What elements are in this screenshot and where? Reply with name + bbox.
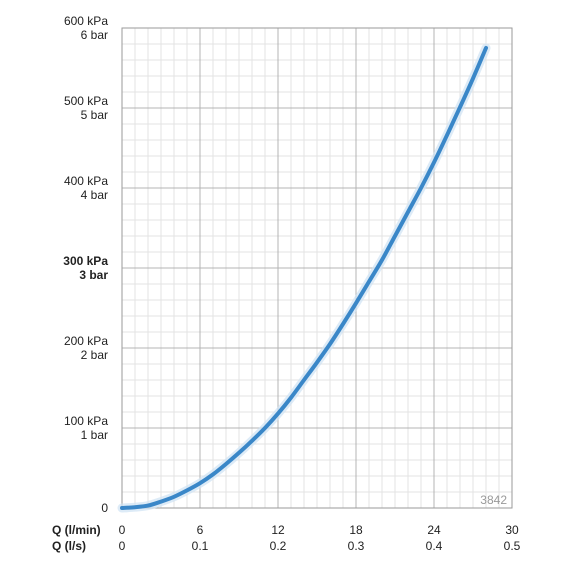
y-tick-label-bar: 3 bar	[79, 268, 108, 282]
plot-frame	[121, 27, 513, 509]
y-tick-label-kpa: 200 kPa	[64, 334, 108, 348]
x-tick-label-ls: 0.4	[426, 539, 443, 553]
x-tick-label-ls: 0.3	[348, 539, 365, 553]
x-tick-labels: 0 0 6 0.1 12 0.2 18 0.3 24 0.4 30 0.5	[119, 523, 521, 553]
y-tick-label-kpa: 400 kPa	[64, 174, 108, 188]
x-tick-label-lmin: 12	[271, 523, 285, 537]
x-tick-label-lmin: 24	[427, 523, 441, 537]
y-tick-label-bar: 1 bar	[81, 428, 108, 442]
series-line	[120, 46, 488, 510]
x-axis-label-ls: Q (l/s)	[52, 539, 86, 553]
y-tick-label-kpa: 300 kPa	[63, 254, 108, 268]
y-tick-label-kpa: 600 kPa	[64, 14, 108, 28]
x-axis-label-lmin: Q (l/min)	[52, 523, 101, 537]
y-tick-label-kpa: 500 kPa	[64, 94, 108, 108]
y-tick-label-bar: 2 bar	[81, 348, 108, 362]
curve-layer	[117, 43, 491, 513]
y-tick-label: 0	[101, 501, 108, 515]
y-tick-label-kpa: 100 kPa	[64, 414, 108, 428]
x-tick-label-lmin: 18	[349, 523, 363, 537]
x-tick-label-lmin: 30	[505, 523, 519, 537]
x-tick-label-ls: 0.1	[192, 539, 209, 553]
y-tick-label-bar: 4 bar	[81, 188, 108, 202]
major-grid	[122, 28, 512, 508]
x-tick-label-ls: 0.2	[270, 539, 287, 553]
y-tick-label-bar: 5 bar	[81, 108, 108, 122]
chart-id-annotation: 3842	[480, 493, 507, 507]
x-tick-label-ls: 0.5	[504, 539, 521, 553]
x-tick-label-lmin: 0	[119, 523, 126, 537]
y-tick-label-bar: 6 bar	[81, 28, 108, 42]
x-tick-label-lmin: 6	[197, 523, 204, 537]
x-tick-label-ls: 0	[119, 539, 126, 553]
